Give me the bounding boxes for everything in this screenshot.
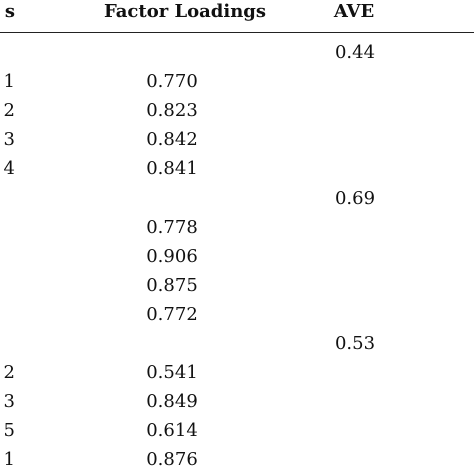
- item-cell: 1: [3, 71, 15, 93]
- loading-cell: 0.823: [146, 100, 198, 122]
- loading-cell: 0.541: [146, 362, 198, 384]
- item-cell: 3: [3, 391, 15, 413]
- loading-cell: 0.842: [146, 129, 198, 151]
- header-rule: [0, 32, 474, 33]
- item-cell: 5: [3, 420, 15, 442]
- loading-cell: 0.778: [146, 216, 198, 238]
- loading-cell: 0.875: [146, 274, 198, 296]
- item-cell: 2: [3, 100, 15, 122]
- item-cell: 4: [3, 158, 15, 180]
- loading-cell: 0.876: [146, 449, 198, 471]
- loading-cell: 0.849: [146, 391, 198, 413]
- loading-cell: 0.614: [146, 420, 198, 442]
- ave-cell: 0.53: [334, 333, 376, 354]
- loading-cell: 0.841: [146, 158, 198, 180]
- header-cell: Factor Loadings: [103, 1, 267, 22]
- header-cell: AVE: [333, 1, 375, 22]
- item-cell: 1: [3, 449, 15, 471]
- loading-cell: 0.770: [146, 71, 198, 93]
- header-cell: s: [4, 1, 15, 22]
- item-cell: 3: [3, 129, 15, 151]
- loading-cell: 0.906: [146, 245, 198, 267]
- loading-cell: 0.772: [146, 303, 198, 325]
- ave-cell: 0.44: [334, 42, 376, 63]
- item-cell: 2: [3, 362, 15, 384]
- ave-cell: 0.69: [334, 187, 376, 209]
